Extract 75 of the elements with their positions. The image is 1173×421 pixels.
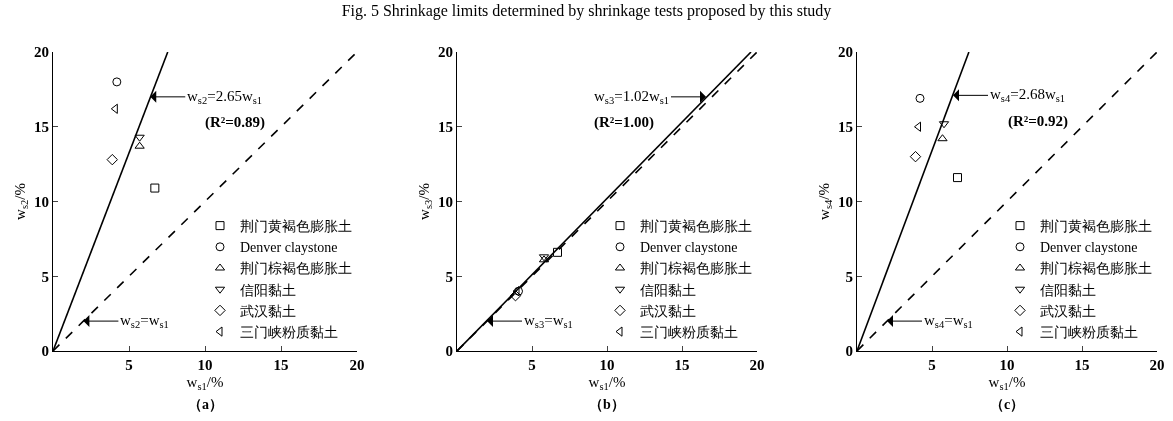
y-tick-label: 5 (845, 268, 853, 285)
x-tick-label: 10 (999, 357, 1015, 373)
legend-label: 信阳黏土 (1040, 282, 1096, 298)
point (509, 289, 522, 302)
y-tick-label: 15 (438, 119, 453, 135)
annotation: w$_{s2}$=2.65w$_{s1}$ (187, 88, 263, 107)
text: （b） (589, 397, 625, 412)
point (512, 286, 520, 297)
y-tick-label: 10 (838, 193, 853, 210)
legend-label: 荆门棕褐色膨胀土 (640, 261, 752, 277)
point (909, 150, 922, 163)
point (110, 103, 118, 114)
x-tick-label: 5 (928, 357, 936, 373)
text: （c） (990, 397, 1025, 412)
annotation: w$_{s3}$=w$_{s1}$ (524, 312, 573, 331)
x-tick-label: 15 (273, 357, 289, 373)
y-tick-label: 0 (445, 343, 453, 360)
point (112, 77, 122, 87)
y-tick-label: 15 (838, 119, 853, 135)
legend-label: 武汉黏土 (1040, 303, 1096, 319)
y-tick-label: 5 (445, 268, 453, 285)
legend-label: 荆门棕褐色膨胀土 (240, 261, 352, 277)
annotation: w$_{s4}$=2.68w$_{s1}$ (990, 86, 1066, 105)
y-tick-label: 20 (34, 44, 49, 61)
point (514, 286, 523, 296)
legend-label: 荆门黄褐色膨胀土 (640, 219, 752, 235)
legend-label: 荆门黄褐色膨胀土 (1040, 219, 1152, 235)
y-tick-label: 0 (41, 343, 49, 360)
text: （a） (188, 397, 223, 412)
legend-label: 三门峡粉质黏土 (240, 325, 338, 341)
point (106, 153, 118, 166)
point (937, 134, 948, 142)
y-tick-label: 10 (438, 193, 453, 210)
y-tick-label: 10 (34, 193, 49, 210)
x-axis-title: w$_{s1}$/% (588, 374, 626, 393)
y-tick-label: 20 (438, 44, 453, 61)
x-tick-label: 20 (1149, 357, 1165, 373)
legend-label: 荆门黄褐色膨胀土 (240, 219, 352, 235)
point (915, 93, 925, 103)
legend-label: 荆门棕褐色膨胀土 (1040, 261, 1152, 277)
x-tick-label: 15 (1074, 357, 1090, 373)
y-tick-label: 5 (41, 268, 49, 285)
y-tick-label: 20 (838, 44, 853, 61)
legend-label: 武汉黏土 (640, 303, 696, 319)
x-axis-title: w$_{s1}$/% (186, 374, 224, 393)
chart-title: Fig. 5 Shrinkage limits determined by shrinkage tests proposed by this study (340, 1, 833, 22)
point (134, 141, 145, 149)
x-tick-label: 10 (599, 357, 615, 373)
annotation: w$_{s3}$=1.02w$_{s1}$ (594, 88, 670, 107)
point (553, 247, 562, 257)
legend-label: 信阳黏土 (640, 282, 696, 298)
annotation: w$_{s4}$=w$_{s1}$ (924, 312, 973, 331)
x-tick-label: 15 (674, 357, 690, 373)
x-tick-label: 5 (125, 357, 133, 373)
x-tick-label: 20 (749, 357, 765, 373)
legend-label: 信阳黏土 (240, 282, 296, 298)
y-tick-label: 0 (845, 343, 853, 360)
x-tick-label: 5 (528, 357, 536, 373)
legend-label: 三门峡粉质黏土 (640, 325, 738, 341)
legend-label: Denver claystone (240, 240, 338, 256)
legend-label: 三门峡粉质黏土 (1040, 325, 1138, 341)
annotation: (R²=0.89) (205, 114, 266, 131)
point (150, 183, 160, 193)
point (953, 173, 962, 183)
annotation: (R²=0.92) (1008, 113, 1069, 130)
annotation: w$_{s2}$=w$_{s1}$ (120, 312, 169, 331)
x-tick-label: 20 (349, 357, 365, 373)
x-tick-label: 10 (197, 357, 213, 373)
point (134, 134, 145, 142)
legend-label: Denver claystone (1040, 240, 1138, 256)
x-axis-title: w$_{s1}$/% (988, 374, 1026, 393)
annotation: (R²=1.00) (594, 114, 655, 131)
legend-label: 武汉黏土 (240, 303, 296, 319)
y-tick-label: 15 (34, 119, 49, 135)
legend-label: Denver claystone (640, 240, 738, 256)
